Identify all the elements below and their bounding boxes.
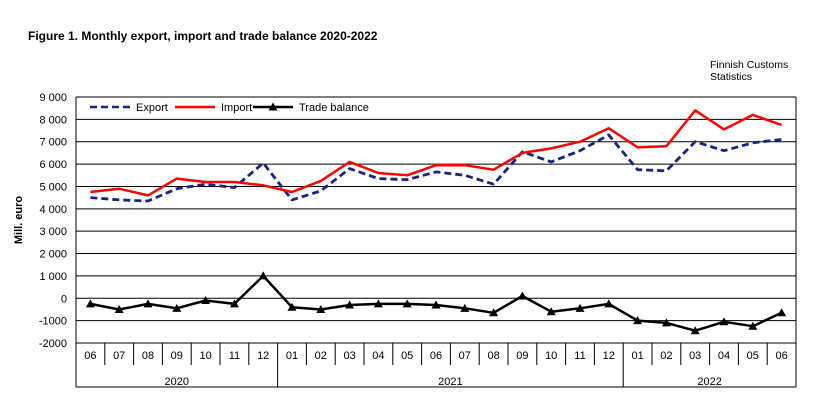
- legend-label: Trade balance: [299, 102, 369, 114]
- source-line-2: Statistics: [710, 71, 753, 83]
- y-tick-label: -1000: [39, 316, 67, 328]
- legend-label: Import: [221, 102, 252, 114]
- x-tick-label: 12: [257, 350, 269, 362]
- trade-balance-marker: [85, 299, 95, 308]
- y-tick-label: 4 000: [39, 204, 67, 216]
- trade-balance-marker: [201, 296, 211, 305]
- y-tick-label: 1 000: [39, 271, 67, 283]
- trade-balance-marker: [402, 299, 412, 308]
- source-note: Finnish Customs Statistics: [710, 59, 820, 83]
- trade-balance-marker: [517, 291, 527, 300]
- trade-balance-marker: [777, 308, 787, 317]
- x-tick-label: 05: [401, 350, 413, 362]
- x-tick-label: 06: [775, 350, 787, 362]
- trade-balance-marker: [143, 299, 153, 308]
- trade-balance-marker: [604, 299, 614, 308]
- y-tick-label: 9 000: [39, 92, 67, 104]
- y-tick-label: 2 000: [39, 249, 67, 261]
- trade-balance-marker: [316, 304, 326, 313]
- trade-balance-marker: [748, 321, 758, 330]
- legend-marker: [268, 102, 278, 111]
- x-tick-label: 02: [315, 350, 327, 362]
- x-tick-label: 01: [286, 350, 298, 362]
- x-tick-label: 04: [718, 350, 730, 362]
- y-tick-label: 0: [61, 293, 67, 305]
- year-label: 2020: [165, 376, 189, 388]
- trade-balance-marker: [172, 303, 182, 312]
- chart-title: Figure 1. Monthly export, import and tra…: [28, 29, 378, 43]
- x-tick-label: 04: [372, 350, 384, 362]
- trade-balance-marker: [373, 299, 383, 308]
- trade-balance-marker: [258, 271, 268, 280]
- x-tick-label: 03: [689, 350, 701, 362]
- x-tick-label: 11: [574, 350, 585, 362]
- x-tick-label: 10: [199, 350, 211, 362]
- x-tick-label: 05: [747, 350, 759, 362]
- trade-balance-marker: [114, 304, 124, 313]
- x-tick-label: 11: [229, 350, 240, 362]
- y-tick-label: 7 000: [39, 137, 67, 149]
- trade-balance-marker: [287, 302, 297, 311]
- x-tick-label: 08: [142, 350, 154, 362]
- y-tick-label: 5 000: [39, 181, 67, 193]
- x-tick-label: 09: [171, 350, 183, 362]
- trade-balance-marker: [633, 316, 643, 325]
- x-tick-label: 07: [113, 350, 125, 362]
- y-tick-label: -2000: [39, 338, 67, 350]
- x-tick-label: 07: [459, 350, 471, 362]
- x-tick-label: 06: [430, 350, 442, 362]
- x-tick-label: 06: [84, 350, 96, 362]
- series-line-export: [90, 133, 782, 203]
- year-label: 2021: [438, 376, 462, 388]
- trade-balance-marker: [719, 317, 729, 326]
- trade-balance-marker: [546, 307, 556, 316]
- trade-balance-marker: [690, 326, 700, 335]
- legend-label: Export: [136, 102, 168, 114]
- x-tick-label: 03: [343, 350, 355, 362]
- x-tick-label: 02: [660, 350, 672, 362]
- source-line-1: Finnish Customs: [710, 59, 789, 71]
- trade-balance-marker: [661, 318, 671, 327]
- y-axis-label: Mill. euro: [13, 196, 25, 245]
- y-tick-label: 6 000: [39, 159, 67, 171]
- trade-balance-marker: [345, 300, 355, 309]
- x-tick-label: 10: [545, 350, 557, 362]
- trade-balance-marker: [229, 299, 239, 308]
- year-label: 2022: [697, 376, 721, 388]
- x-tick-label: 08: [487, 350, 499, 362]
- x-tick-label: 09: [516, 350, 528, 362]
- trade-balance-marker: [575, 303, 585, 312]
- trade-balance-marker: [489, 308, 499, 317]
- y-tick-label: 8 000: [39, 114, 67, 126]
- series-line-import: [90, 109, 783, 197]
- x-tick-label: 01: [631, 350, 643, 362]
- y-tick-label: 3 000: [39, 226, 67, 238]
- trade-balance-marker: [431, 300, 441, 309]
- trade-balance-marker: [460, 303, 470, 312]
- x-tick-label: 12: [603, 350, 615, 362]
